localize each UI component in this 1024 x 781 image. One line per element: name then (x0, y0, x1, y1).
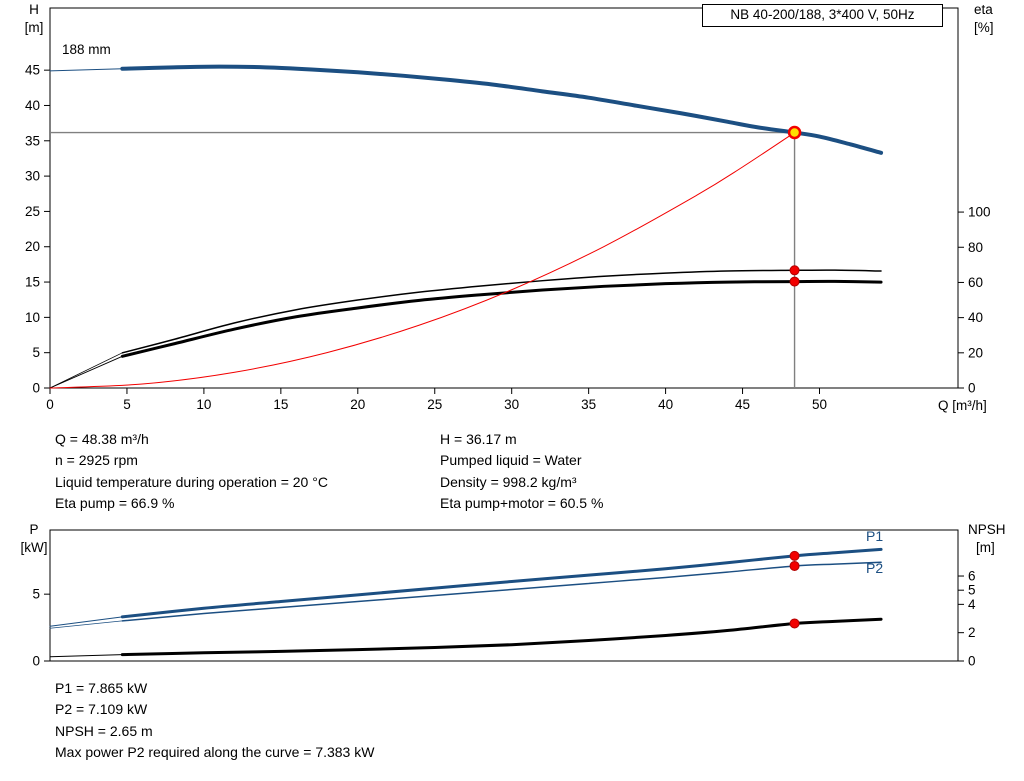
qh-right-tick-label: 100 (968, 205, 991, 220)
power-npsh-right-tick-label: 2 (968, 625, 976, 640)
duty-info-line: Liquid temperature during operation = 20… (55, 473, 328, 490)
eta-axis-unit: [%] (974, 20, 994, 35)
eta-axis-title: eta (974, 2, 993, 17)
npsh-lead (49, 654, 123, 658)
qh-x-tick-label: 0 (46, 397, 54, 412)
duty-info-line: n = 2925 rpm (55, 452, 138, 469)
p1-duty-dot (789, 550, 800, 561)
p2-duty-dot (789, 560, 800, 571)
eta-pump-motor-lead (49, 355, 123, 389)
qh-right-tick-label: 60 (968, 275, 983, 290)
power-npsh-right-tick-label: 0 (968, 654, 976, 669)
eta-pump-curve (121, 269, 882, 354)
duty-info-line: Eta pump+motor = 60.5 % (440, 495, 604, 512)
power-npsh-frame (49, 529, 959, 662)
p-axis-title: P (29, 522, 39, 537)
impeller-diameter-label: 188 mm (62, 42, 111, 57)
duty-point[interactable] (787, 125, 802, 140)
qh-x-tick-label: 25 (427, 397, 442, 412)
qh-left-tick-label: 45 (25, 63, 40, 78)
qh-x-tick-label: 15 (273, 397, 288, 412)
duty-info-column-1: Q = 48.38 m³/h n = 2925 rpm Liquid tempe… (55, 429, 328, 515)
power-info-line: P2 = 7.109 kW (55, 701, 148, 718)
qh-x-tick-label: 50 (812, 397, 827, 412)
h-axis-unit: [m] (24, 20, 44, 35)
power-info-line: Max power P2 required along the curve = … (55, 744, 375, 761)
qh-x-tick-label: 35 (581, 397, 596, 412)
qh-left-tick-label: 35 (25, 133, 40, 148)
qh-x-tick-label: 30 (504, 397, 519, 412)
h-axis-title: H (29, 2, 39, 17)
power-npsh-left-tick-label: 5 (32, 587, 40, 602)
qh-plot: 0 5 10 15 20 25 30 35 40 45 0 20 40 60 80 100 0 5 10 15 20 25… (25, 7, 991, 412)
duty-info-line: H = 36.17 m (440, 431, 517, 447)
duty-info-line: Eta pump = 66.9 % (55, 495, 175, 512)
qh-left-tick-label: 15 (25, 275, 40, 290)
duty-info-line: Pumped liquid = Water (440, 452, 582, 469)
eta-pump-lead (49, 352, 123, 389)
p2-curve (121, 561, 882, 622)
qh-left-tick-label: 0 (32, 381, 40, 396)
qh-x-tick-label: 45 (735, 397, 750, 412)
duty-info-line: Density = 998.2 kg/m³ (440, 473, 577, 490)
p-axis-unit: [kW] (20, 540, 48, 555)
system-curve (49, 132, 796, 389)
p2-curve-label: P2 (866, 560, 884, 576)
p1-curve (120, 547, 883, 619)
p2-lead (49, 620, 123, 629)
p1-curve-label: P1 (866, 528, 884, 544)
qh-left-tick-label: 40 (25, 98, 40, 113)
power-npsh-right-tick-label: 5 (968, 583, 976, 598)
p1-lead (49, 616, 123, 627)
pump-curve-lead (49, 68, 123, 72)
npsh-axis-title: NPSH (968, 522, 1006, 537)
qh-right-tick-label: 0 (968, 381, 976, 396)
eta-pump-duty-dot (789, 265, 800, 276)
duty-info-column-2: H = 36.17 m Pumped liquid = Water Densit… (440, 429, 603, 515)
duty-info-line: Q = 48.38 m³/h (55, 431, 149, 447)
pump-curve (120, 64, 884, 155)
power-info-line: NPSH = 2.65 m (55, 722, 153, 739)
npsh-axis-unit: [m] (976, 540, 995, 555)
qh-frame (49, 7, 959, 389)
qh-x-tick-label: 20 (350, 397, 365, 412)
power-info-line: P1 = 7.865 kW (55, 680, 148, 696)
qh-x-tick-label: 5 (123, 397, 131, 412)
qh-left-tick-label: 5 (32, 345, 40, 360)
power-npsh-left-tick-label: 0 (32, 654, 40, 669)
qh-x-tick-label: 10 (196, 397, 211, 412)
power-npsh-right-tick-label: 6 (968, 569, 976, 584)
npsh-duty-dot (789, 618, 800, 629)
qh-right-tick-label: 40 (968, 310, 983, 325)
power-npsh-right-tick-label: 4 (968, 597, 976, 612)
power-info-block: P1 = 7.865 kW P2 = 7.109 kW NPSH = 2.65 … (55, 678, 374, 764)
pump-model-box: NB 40-200/188, 3*400 V, 50Hz (702, 4, 943, 27)
qh-right-tick-label: 20 (968, 345, 983, 360)
qh-left-tick-label: 20 (25, 239, 40, 254)
eta-pump-motor-curve (120, 279, 883, 358)
qh-x-tick-label: 40 (658, 397, 673, 412)
eta-pump-motor-duty-dot (789, 276, 800, 287)
q-axis-title: Q [m³/h] (938, 398, 987, 413)
qh-left-tick-label: 30 (25, 169, 40, 184)
qh-right-tick-label: 80 (968, 240, 983, 255)
qh-left-tick-label: 25 (25, 204, 40, 219)
npsh-curve (120, 617, 883, 657)
qh-left-tick-label: 10 (25, 310, 40, 325)
